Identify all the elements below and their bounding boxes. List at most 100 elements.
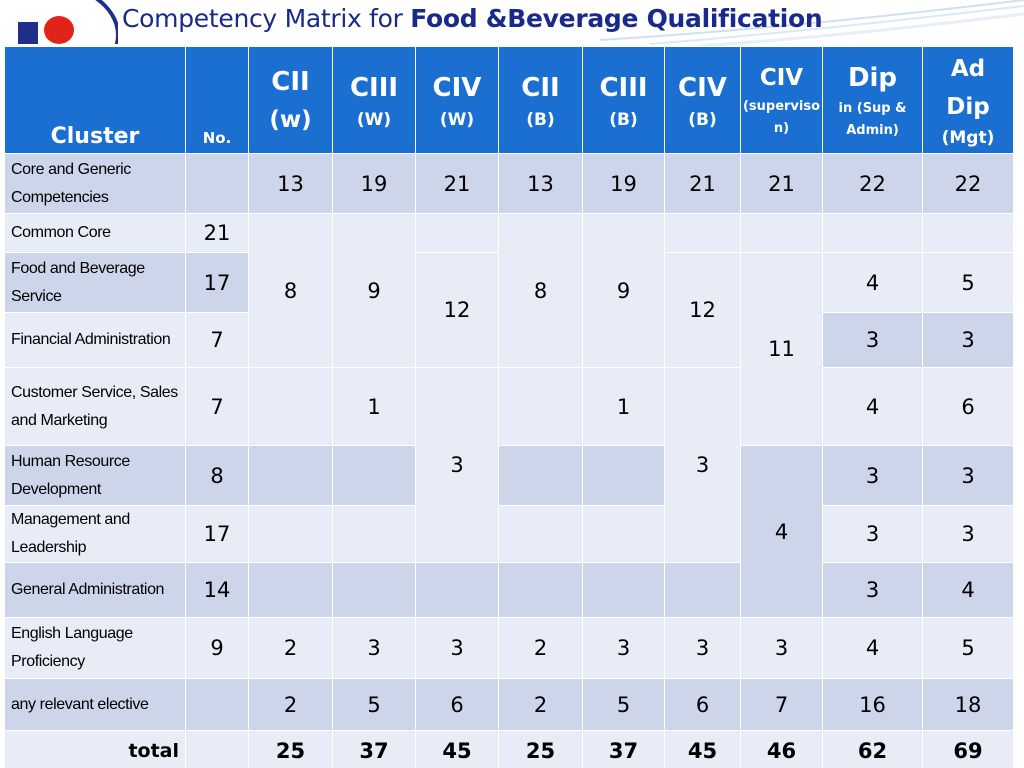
cluster-label: Customer Service, Sales and Marketing xyxy=(4,367,186,446)
cluster-no xyxy=(185,730,249,768)
total-value: 25 xyxy=(248,730,333,768)
cell-value: 3 xyxy=(822,312,923,368)
cluster-label: Human Resource Development xyxy=(4,445,186,506)
cell-value: 19 xyxy=(332,153,416,214)
cell-empty xyxy=(248,505,333,563)
merged-civ-sup-b: 4 xyxy=(740,445,823,618)
total-row: total 25 37 45 25 37 45 46 62 69 xyxy=(4,730,1014,768)
header-cluster: Cluster xyxy=(4,46,186,154)
cell-empty xyxy=(498,505,583,563)
cluster-label: Management and Leadership xyxy=(4,505,186,563)
table-row: English Language Proficiency 9 2 3 3 2 3… xyxy=(4,617,1014,679)
title-bold: Food &Beverage Qualification xyxy=(410,4,823,33)
cell-value: 3 xyxy=(822,505,923,563)
cluster-label: Food and Beverage Service xyxy=(4,252,186,313)
cell-value: 19 xyxy=(582,153,665,214)
total-value: 37 xyxy=(332,730,416,768)
cell-value: 2 xyxy=(248,617,333,679)
cluster-no: 8 xyxy=(185,445,249,506)
cell-value: 21 xyxy=(415,153,499,214)
cell-empty xyxy=(582,445,665,506)
cluster-no xyxy=(185,153,249,214)
total-value: 62 xyxy=(822,730,923,768)
cell-empty xyxy=(582,562,665,618)
cell-empty xyxy=(332,562,416,618)
cell-value: 13 xyxy=(498,153,583,214)
cell-value: 3 xyxy=(922,445,1014,506)
cell-value: 5 xyxy=(582,678,665,731)
cell-value: 18 xyxy=(922,678,1014,731)
cell-value: 3 xyxy=(664,617,741,679)
cell-value: 2 xyxy=(498,617,583,679)
cell-value: 3 xyxy=(822,562,923,618)
cell-value: 3 xyxy=(922,312,1014,368)
cell-value: 16 xyxy=(822,678,923,731)
header-row: Cluster No. CII (w) CIII (W) CIV (W) CII (B)… xyxy=(4,46,1014,154)
cell-empty xyxy=(582,505,665,563)
cluster-label: Common Core xyxy=(4,213,186,253)
cell-value: 3 xyxy=(740,617,823,679)
header-civ-supervision: CIV (superviso n) xyxy=(740,46,823,154)
cell-value: 4 xyxy=(922,562,1014,618)
cluster-no: 7 xyxy=(185,312,249,368)
cluster-no: 21 xyxy=(185,213,249,253)
header-ciii-w: CIII (W) xyxy=(332,46,416,154)
header-ciii-b: CIII (B) xyxy=(582,46,665,154)
cell-empty xyxy=(415,562,499,618)
cell-empty xyxy=(664,562,741,618)
header-civ-b: CIV (B) xyxy=(664,46,741,154)
cluster-label: Core and Generic Competencies xyxy=(4,153,186,214)
cluster-no: 14 xyxy=(185,562,249,618)
merged-cii-b: 8 xyxy=(498,213,583,368)
cell-value: 1 xyxy=(582,367,665,446)
cluster-label: English Language Proficiency xyxy=(4,617,186,679)
cell-value: 2 xyxy=(498,678,583,731)
cell-empty xyxy=(822,213,923,253)
cell-value: 13 xyxy=(248,153,333,214)
organization-logo xyxy=(0,0,118,44)
total-value: 45 xyxy=(415,730,499,768)
merged-ciii-w: 9 xyxy=(332,213,416,368)
cell-value: 6 xyxy=(664,678,741,731)
cell-value: 7 xyxy=(740,678,823,731)
cell-value: 6 xyxy=(922,367,1014,446)
merged-civ-w-b: 3 xyxy=(415,367,499,563)
cell-empty xyxy=(922,213,1014,253)
header-cii-b: CII (B) xyxy=(498,46,583,154)
cluster-no: 9 xyxy=(185,617,249,679)
total-value: 25 xyxy=(498,730,583,768)
header-cii-w: CII (w) xyxy=(248,46,333,154)
cell-empty xyxy=(332,445,416,506)
title-prefix: Competency Matrix for xyxy=(122,4,411,33)
cell-value: 5 xyxy=(922,617,1014,679)
header-dip: Dip in (Sup & Admin) xyxy=(822,46,923,154)
merged-ciii-b: 9 xyxy=(582,213,665,368)
cell-value: 3 xyxy=(415,617,499,679)
merged-cii-w: 8 xyxy=(248,213,333,368)
table-row: any relevant elective 2 5 6 2 5 6 7 16 1… xyxy=(4,678,1014,731)
total-label: total xyxy=(4,730,186,768)
cell-value: 2 xyxy=(248,678,333,731)
table-row: Customer Service, Sales and Marketing 7 … xyxy=(4,367,1014,563)
cell-value: 5 xyxy=(332,678,416,731)
merged-civ-sup-a: 11 xyxy=(740,252,823,446)
cell-value: 3 xyxy=(332,617,416,679)
cell-empty xyxy=(332,505,416,563)
cluster-no xyxy=(185,678,249,731)
header-ad-dip: Ad Dip (Mgt) xyxy=(922,46,1014,154)
cell-value: 5 xyxy=(922,252,1014,313)
header-civ-w: CIV (W) xyxy=(415,46,499,154)
cell-value: 3 xyxy=(922,505,1014,563)
total-value: 46 xyxy=(740,730,823,768)
table-row: Core and Generic Competencies 13 19 21 1… xyxy=(4,153,1014,214)
competency-matrix-table: Cluster No. CII (w) CIII (W) CIV (W) CII (B)… xyxy=(4,46,1014,768)
cell-value: 21 xyxy=(664,153,741,214)
cell-value: 4 xyxy=(822,367,923,446)
total-value: 45 xyxy=(664,730,741,768)
cell-empty xyxy=(248,562,333,618)
cluster-label: any relevant elective xyxy=(4,678,186,731)
cell-value: 6 xyxy=(415,678,499,731)
cell-value: 3 xyxy=(582,617,665,679)
slide-title: Competency Matrix for Food &Beverage Qua… xyxy=(122,4,823,33)
cell-empty xyxy=(740,213,823,253)
